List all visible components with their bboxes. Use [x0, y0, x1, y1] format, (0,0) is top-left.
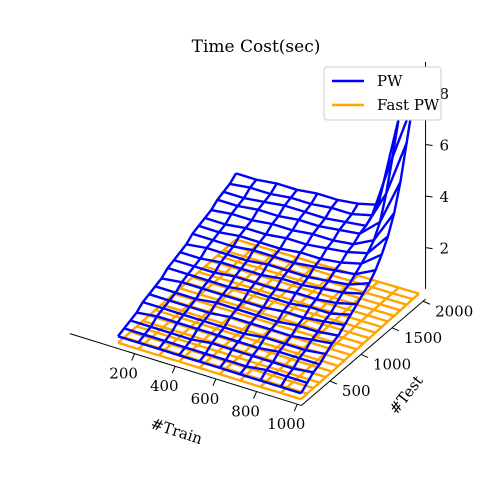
wire-pw-test-line	[123, 327, 308, 384]
wire-fast-pw-test-line	[117, 341, 302, 401]
x-tick-label: 1000	[267, 415, 305, 433]
x-tick-mark	[293, 403, 298, 412]
wire-fast-pw-test-line	[217, 254, 401, 312]
wire-pw-test-line	[173, 258, 357, 306]
x-axis-line	[69, 333, 302, 406]
wire-pw-train-line	[178, 189, 298, 357]
wire-fast-pw-test-line	[229, 243, 414, 301]
y-tick-mark	[422, 300, 431, 305]
wire-pw-test-line	[142, 300, 327, 356]
wire-pw-test-line	[186, 243, 370, 286]
wire-pw-train-line	[259, 204, 380, 382]
wire-pw-test-line	[148, 293, 333, 345]
x-tick-mark	[171, 365, 176, 374]
wire-pw-test-line	[223, 142, 408, 228]
wire-pw-test-line	[198, 224, 383, 265]
wire-pw-test-line	[192, 232, 376, 276]
y-axis-line	[301, 298, 426, 406]
x-tick-mark	[212, 378, 217, 387]
y-tick-label: 1500	[404, 329, 442, 347]
x-tick-label: 600	[191, 390, 220, 408]
y-tick-mark	[360, 353, 369, 358]
wire-pw-test-line	[161, 277, 345, 327]
z-tick-mark	[425, 143, 433, 146]
wire-pw-train-line	[137, 178, 258, 344]
wire-pw-test-line	[167, 266, 351, 316]
wire-pw-test-line	[204, 216, 389, 255]
wire-pw-test-line	[130, 319, 314, 374]
wire-pw-train-line	[198, 192, 319, 363]
y-axis-label: #Test	[385, 372, 426, 418]
wire-fast-pw-test-line	[210, 260, 395, 317]
z-tick-label: 6	[440, 136, 450, 154]
z-tick-mark	[425, 195, 433, 198]
x-axis-label: #Train	[148, 414, 204, 448]
x-tick-label: 200	[109, 365, 138, 383]
y-tick-label: 1000	[373, 355, 411, 373]
z-tick-label: 4	[440, 188, 450, 206]
legend: PW Fast PW	[323, 66, 442, 121]
wire-pw-test-line	[217, 181, 402, 235]
wire-fast-pw-test-line	[130, 330, 314, 390]
wire-pw-test-line	[179, 251, 364, 295]
x-tick-mark	[131, 353, 136, 361]
surface-pw	[117, 67, 421, 395]
surface-layer	[117, 67, 421, 401]
wire-pw-test-line	[210, 208, 396, 246]
z-tick-label: 8	[440, 85, 450, 103]
legend-label-pw: PW	[377, 72, 403, 90]
wire-pw-train-line	[218, 199, 339, 369]
wire-fast-pw-test-line	[235, 238, 420, 295]
y-tick-label: 500	[342, 382, 371, 400]
z-tick-label: 2	[440, 240, 450, 258]
x-tick-mark	[253, 391, 258, 399]
chart-title: Time Cost(sec)	[192, 37, 321, 57]
wire-pw-train-line	[299, 67, 421, 394]
wire-fast-pw-test-line	[198, 270, 383, 329]
wire-pw-train-line	[117, 172, 238, 338]
x-tick-label: 400	[150, 377, 179, 395]
z-tick-mark	[425, 247, 433, 250]
y-tick-label: 2000	[435, 302, 473, 320]
wire-pw-train-line	[239, 203, 360, 376]
wire-pw-train-line	[157, 182, 278, 350]
y-tick-mark	[329, 380, 338, 385]
wire-pw-test-line	[136, 311, 320, 366]
wire-pw-test-line	[154, 285, 339, 337]
wire-pw-test-line	[235, 67, 421, 207]
wire-fast-pw-test-line	[154, 308, 339, 368]
x-tick-label: 800	[231, 403, 260, 421]
y-tick-mark	[391, 327, 400, 332]
wire-pw-train-line	[279, 118, 400, 388]
wire-pw-test-line	[117, 335, 302, 395]
wire-fast-pw-test-line	[173, 292, 358, 351]
legend-label-fast-pw: Fast PW	[377, 96, 440, 114]
